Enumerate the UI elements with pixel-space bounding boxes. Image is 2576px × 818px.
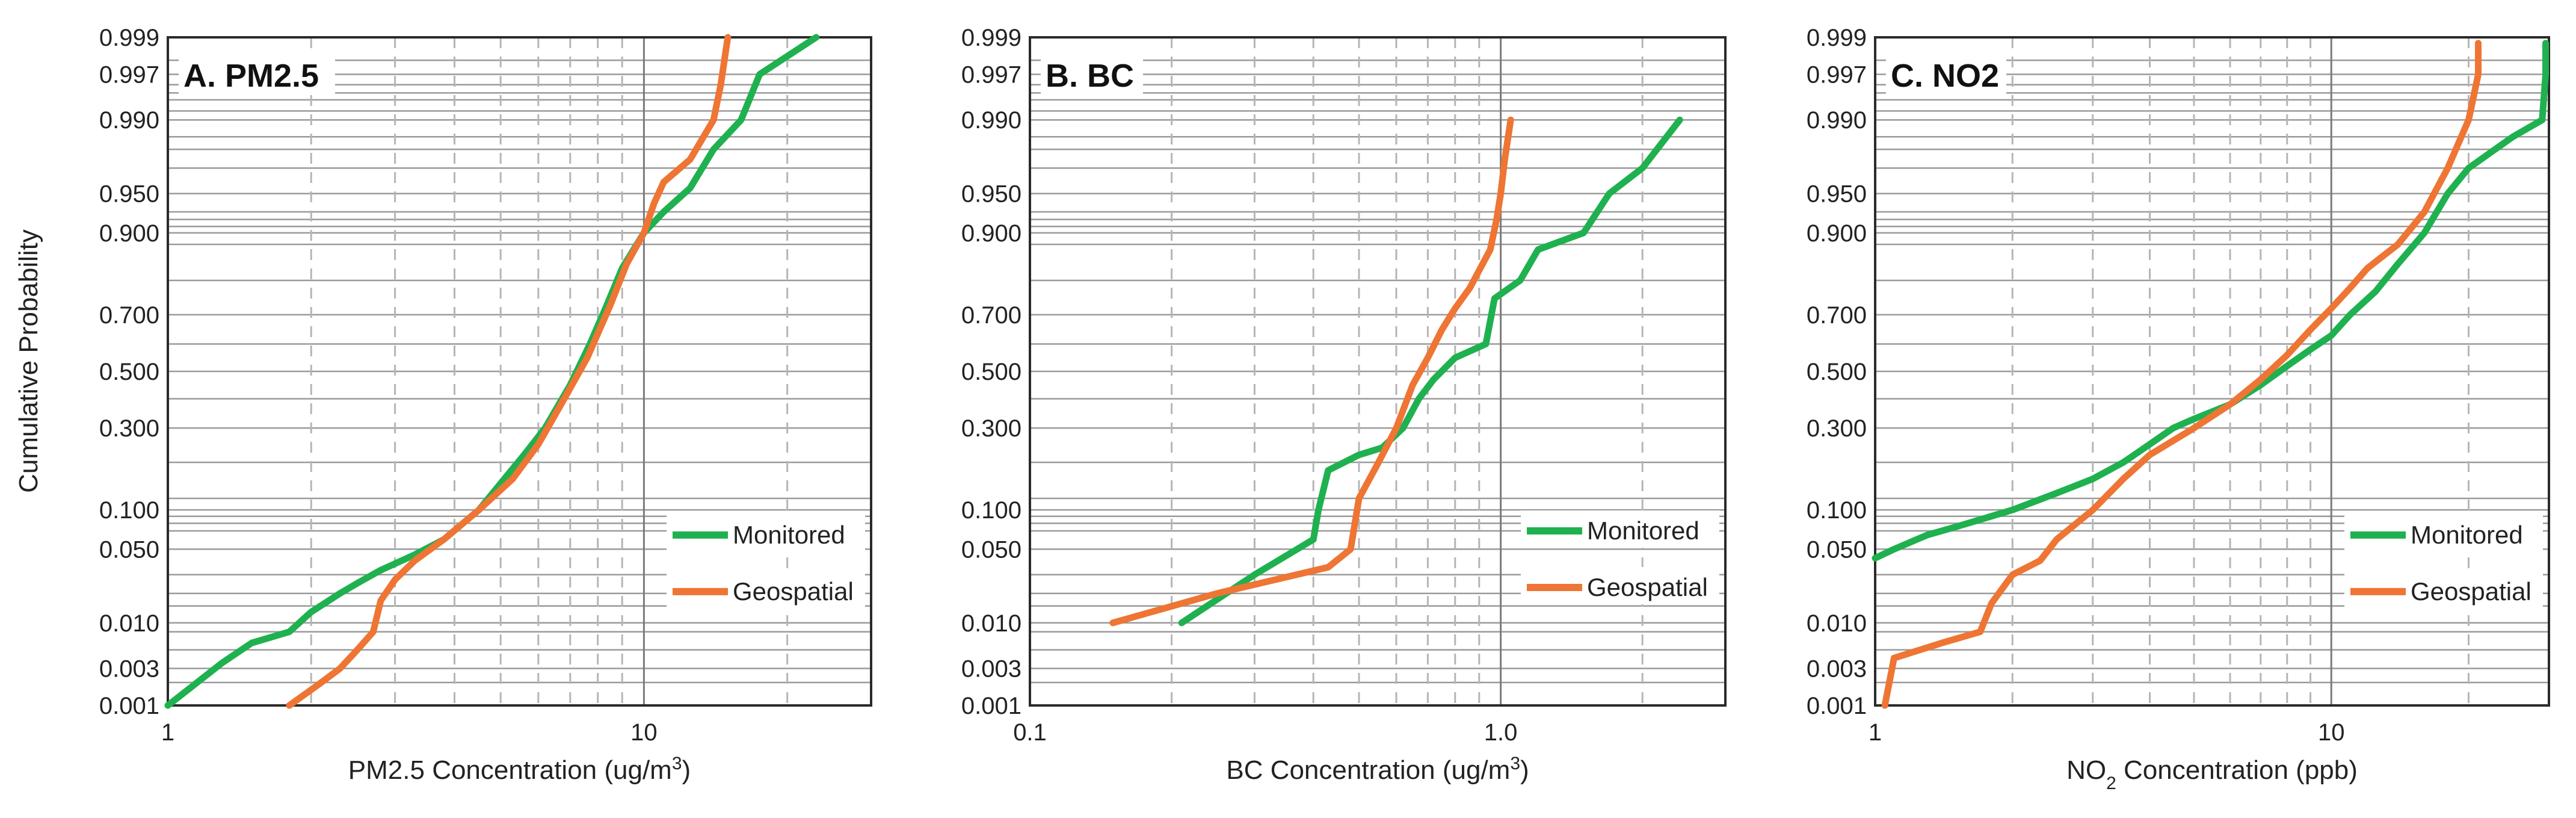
x-tick-label: 1 (161, 719, 174, 746)
series-line-monitored (1872, 40, 2549, 562)
y-tick-label: 0.050 (99, 536, 159, 563)
chart-panel-3: 0.001 0.003 0.010 0.050 0.100 0.300 0.500 0.700… (1807, 25, 2550, 793)
x-axis-title-rest: ) (682, 755, 691, 785)
y-tick-label: 0.950 (1807, 181, 1867, 208)
y-tick-label: 0.003 (99, 655, 159, 682)
x-tick-label: 10 (630, 719, 658, 746)
y-tick-label: 0.950 (961, 181, 1021, 208)
y-axis-title: Cumulative Probability (14, 229, 43, 493)
x-tick-label: 1 (1869, 719, 1882, 746)
y-tick-label: 0.997 (961, 62, 1021, 88)
y-tick-label: 0.100 (99, 497, 159, 524)
y-tick-label: 0.900 (99, 220, 159, 247)
y-tick-label: 0.900 (1807, 220, 1867, 247)
series-line-monitored (164, 34, 820, 709)
y-tick-label: 0.700 (1807, 302, 1867, 329)
y-tick-label: 0.500 (961, 359, 1021, 385)
legend-label-monitored: Monitored (1587, 516, 1699, 545)
y-tick-label: 0.050 (1807, 536, 1867, 563)
x-axis-title-subscript: 2 (2106, 773, 2116, 793)
x-axis-title-superscript: 3 (1510, 754, 1520, 773)
y-tick-label: 0.001 (961, 693, 1021, 719)
plot-frame (1874, 36, 2550, 707)
y-tick-label: 0.700 (99, 302, 159, 329)
plot-frame (1029, 36, 1727, 707)
x-tick-label: 0.1 (1013, 719, 1047, 746)
y-tick-label: 0.001 (1807, 693, 1867, 719)
chart-panel-2: 0.001 0.003 0.010 0.050 0.100 0.300 0.500 0.700… (961, 25, 1727, 785)
series-line-geospatial (1881, 40, 2482, 709)
x-tick-label: 10 (2318, 719, 2345, 746)
y-tick-label: 0.999 (99, 25, 159, 51)
y-tick-label: 0.010 (99, 610, 159, 637)
y-tick-label: 0.100 (1807, 497, 1867, 524)
series-line-monitored (1178, 116, 1683, 627)
legend-label-geospatial: Geospatial (2411, 577, 2531, 606)
y-tick-label: 0.500 (1807, 359, 1867, 385)
x-axis-title-rest: ) (1520, 755, 1529, 785)
y-tick-label: 0.700 (961, 302, 1021, 329)
y-tick-label: 0.990 (961, 107, 1021, 134)
legend-label-monitored: Monitored (733, 521, 845, 549)
x-tick-label: 1.0 (1484, 719, 1518, 746)
panel-label: B. BC (1046, 58, 1134, 94)
y-tick-label: 0.997 (1807, 62, 1867, 88)
y-tick-label: 0.999 (1807, 25, 1867, 51)
panel-label: A. PM2.5 (183, 58, 319, 94)
y-tick-label: 0.010 (1807, 610, 1867, 637)
y-tick-label: 0.010 (961, 610, 1021, 637)
y-tick-label: 0.300 (961, 415, 1021, 442)
y-tick-label: 0.300 (99, 415, 159, 442)
legend-label-monitored: Monitored (2411, 521, 2523, 549)
x-axis-title: BC Concentration (ug/m3) (1226, 754, 1529, 785)
x-axis-title-rest: Concentration (ppb) (2116, 755, 2358, 785)
y-tick-label: 0.990 (99, 107, 159, 134)
panel-label-background (1041, 54, 1143, 95)
x-axis-title-text: BC Concentration (ug/m (1226, 755, 1510, 785)
y-tick-label: 0.003 (961, 655, 1021, 682)
y-tick-label: 0.950 (99, 181, 159, 208)
y-tick-label: 0.050 (961, 536, 1021, 563)
legend-label-geospatial: Geospatial (1587, 573, 1708, 601)
panel-label: C. NO2 (1891, 58, 1999, 94)
y-tick-label: 0.001 (99, 693, 159, 719)
y-tick-label: 0.997 (99, 62, 159, 88)
chart-panel-1: 0.001 0.003 0.010 0.050 0.100 0.300 0.500 0.700… (99, 25, 872, 785)
series-line-geospatial (1109, 116, 1514, 627)
panel-label-background (1886, 54, 2006, 95)
x-axis-title-text: NO (2066, 755, 2106, 785)
y-tick-label: 0.003 (1807, 655, 1867, 682)
y-tick-label: 0.900 (961, 220, 1021, 247)
panel-label-background (179, 54, 335, 95)
x-axis-title-superscript: 3 (672, 754, 682, 773)
y-tick-label: 0.500 (99, 359, 159, 385)
panels: 0.001 0.003 0.010 0.050 0.100 0.300 0.500 0.700… (99, 25, 2550, 793)
plot-frame (167, 36, 872, 707)
series-line-geospatial (286, 34, 732, 709)
y-tick-label: 0.100 (961, 497, 1021, 524)
legend-label-geospatial: Geospatial (733, 577, 854, 606)
y-tick-label: 0.990 (1807, 107, 1867, 134)
y-tick-label: 0.999 (961, 25, 1021, 51)
y-tick-label: 0.300 (1807, 415, 1867, 442)
x-axis-title-text: PM2.5 Concentration (ug/m (348, 755, 672, 785)
x-axis-title: NO2 Concentration (ppb) (2066, 755, 2358, 793)
x-axis-title: PM2.5 Concentration (ug/m3) (348, 754, 691, 785)
